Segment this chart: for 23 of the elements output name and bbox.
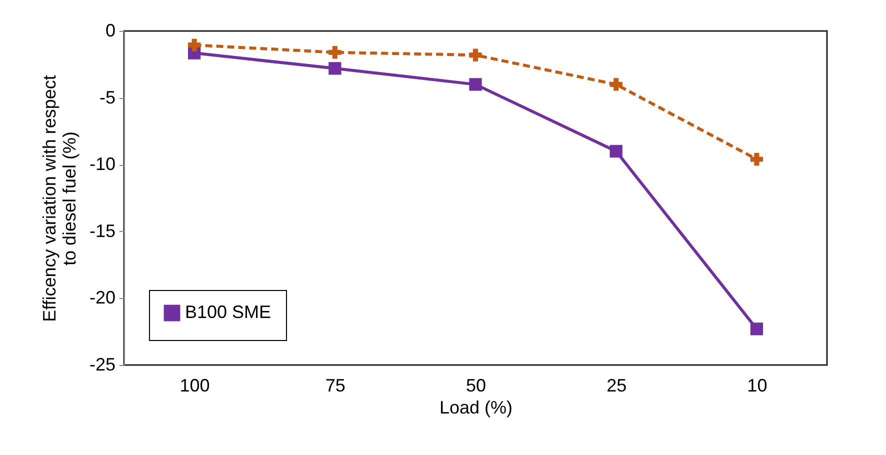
point [188,38,201,52]
point [610,78,622,91]
y-tick-label: -5 [99,87,116,108]
x-tick-label: 100 [180,376,210,396]
x-axis-title: Load (%) [439,398,513,418]
y-tick-label: -15 [89,220,116,241]
point [328,62,342,75]
point [750,152,764,166]
y-axis-title: Efficency variation with respect to diesel fuel (%) [39,75,80,322]
y-tick-label: -25 [89,354,116,374]
x-tick-label: 10 [747,376,768,396]
y-tick-label: -10 [89,154,116,174]
y-tick-label: -20 [89,288,116,308]
point [610,144,622,158]
point [469,48,482,62]
legend-label: B100 SME [185,302,272,322]
point [750,322,764,336]
x-tick-label: 50 [466,376,486,396]
y-tick-label: 0 [105,20,116,40]
point [469,78,482,91]
x-tick-label: 25 [606,376,627,396]
x-tick-label: 75 [325,376,346,396]
point [328,46,342,59]
